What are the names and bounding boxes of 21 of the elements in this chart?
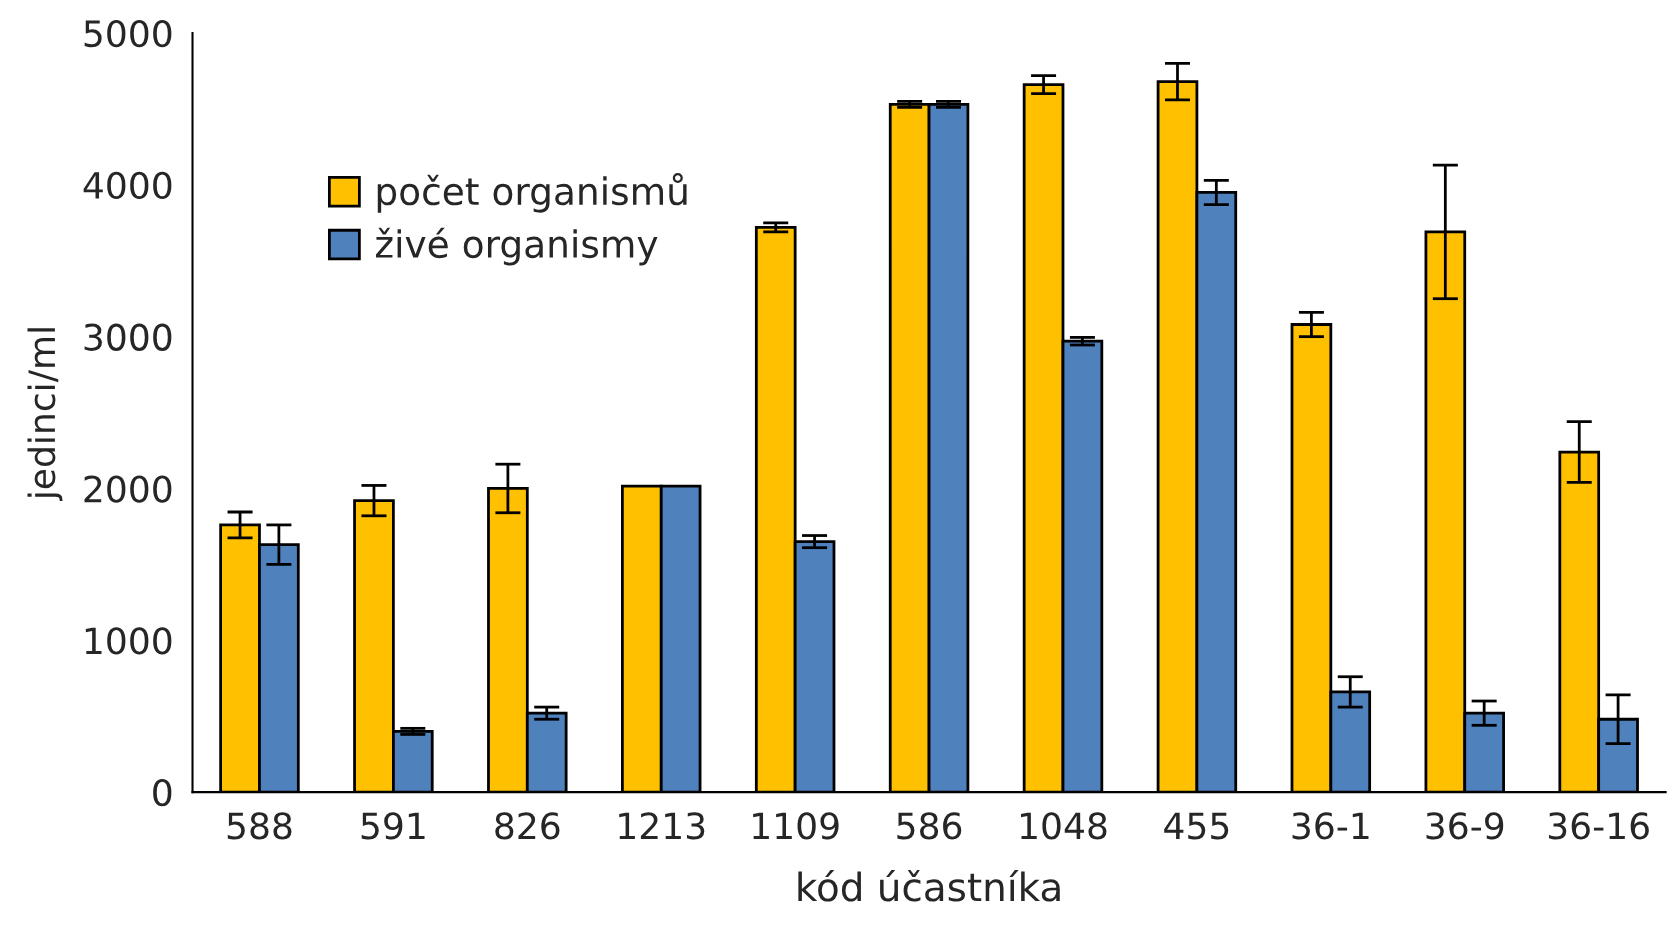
y-tick-label: 2000: [84, 475, 172, 503]
x-axis-title: kód účastníka: [798, 869, 1060, 902]
y-tick-label: 0: [153, 779, 172, 807]
x-tick-label: 1048: [1021, 812, 1107, 840]
x-tick-label: 36-9: [1426, 812, 1504, 840]
y-tick-label: 4000: [83, 171, 172, 200]
x-tick-label: 586: [897, 812, 962, 840]
legend-label: živé organismy: [375, 227, 658, 266]
x-tick-label: 1109: [753, 812, 839, 840]
legend-label: počet organismů: [377, 173, 687, 213]
x-tick-label: 588: [227, 812, 292, 840]
x-tick-label: 1213: [619, 812, 705, 840]
y-tick-label: 1000: [85, 627, 172, 655]
y-axis-title: jedinci/ml: [27, 328, 63, 501]
y-tick-label: 3000: [84, 323, 172, 351]
x-tick-label: 36-1: [1292, 812, 1369, 840]
x-tick-label: 826: [495, 812, 560, 840]
y-tick-label: 5000: [84, 19, 172, 48]
x-tick-label: 455: [1164, 812, 1229, 840]
x-tick-label: 591: [361, 812, 425, 840]
x-tick-label: 36-16: [1548, 812, 1649, 840]
